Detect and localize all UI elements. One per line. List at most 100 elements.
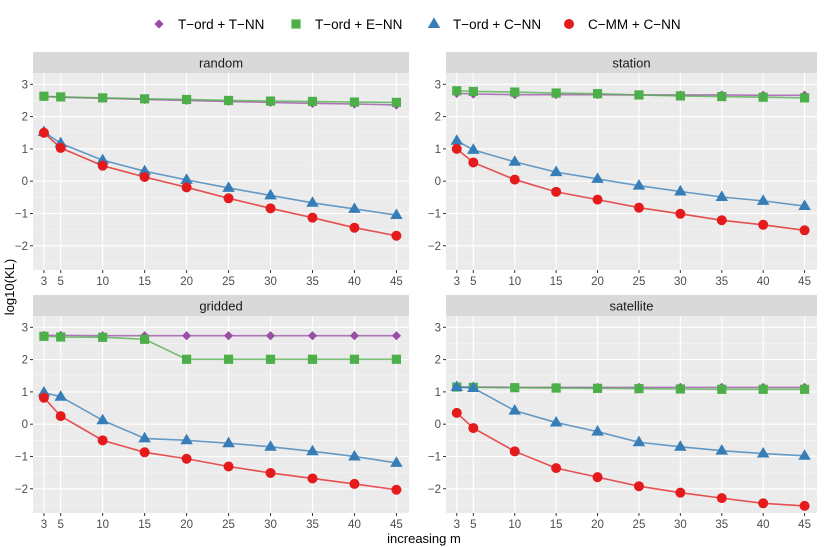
series-t-ord-e-nn	[452, 86, 810, 103]
data-point	[716, 215, 727, 226]
x-tick-label: 10	[96, 519, 109, 531]
data-point	[799, 225, 810, 236]
data-point	[633, 202, 644, 213]
series-t-ord-e-nn	[39, 331, 402, 364]
data-point	[591, 425, 604, 436]
data-point	[223, 331, 234, 341]
data-point	[508, 404, 522, 415]
legend-label: T−ord + E−NN	[315, 17, 402, 32]
data-point	[391, 97, 402, 107]
x-tick-label: 10	[508, 276, 521, 288]
series-line	[456, 89, 805, 99]
data-point	[181, 354, 192, 364]
data-point	[592, 383, 603, 393]
x-tick-label: 30	[674, 519, 687, 531]
y-tick-label: 3	[435, 322, 441, 334]
data-point	[798, 449, 811, 460]
x-tick-label: 35	[715, 519, 728, 531]
y-tick-label: 2	[22, 355, 28, 367]
legend: T−ord + T−NN T−ord + E−NN T−ord + C−NN C−MM…	[151, 16, 681, 32]
data-point	[138, 431, 151, 443]
y-tick-label: 2	[435, 355, 441, 367]
data-point	[265, 331, 276, 341]
x-tick-label: 10	[96, 276, 109, 288]
data-point	[223, 95, 234, 106]
facet-title: gridded	[199, 299, 242, 314]
series-line	[456, 148, 805, 232]
x-tick-label: 3	[454, 519, 460, 531]
y-tick-label: 3	[22, 322, 28, 334]
legend-item-t-ord-c-nn: T−ord + C−NN	[426, 16, 541, 32]
data-point	[265, 203, 276, 214]
data-point	[592, 472, 603, 483]
legend-label: T−ord + C−NN	[453, 17, 541, 32]
x-tick-label: 5	[470, 276, 476, 288]
legend-item-t-ord-e-nn: T−ord + E−NN	[288, 16, 402, 32]
y-tick-label: −1	[428, 208, 441, 220]
x-tick-label: 30	[264, 519, 277, 531]
data-point	[510, 87, 520, 97]
data-point	[634, 90, 644, 100]
panel-background	[33, 316, 409, 513]
x-tick-label: 35	[715, 276, 728, 288]
data-point	[674, 440, 687, 451]
data-point	[592, 89, 603, 99]
series-t-ord-t-nn	[39, 330, 402, 341]
data-point	[391, 354, 402, 364]
data-point	[509, 174, 520, 185]
data-point	[450, 134, 464, 145]
panel-background	[446, 316, 817, 513]
x-tick-label: 5	[57, 276, 63, 288]
data-point	[349, 97, 360, 107]
x-tick-label: 20	[591, 519, 604, 531]
data-point	[55, 142, 66, 153]
data-point	[451, 143, 462, 154]
data-point	[222, 436, 235, 448]
data-point	[468, 86, 478, 97]
data-point	[450, 380, 464, 392]
x-tick-label: 40	[757, 276, 770, 288]
facet-strip	[446, 295, 817, 316]
series-line	[43, 335, 397, 361]
y-tick-label: −2	[15, 241, 28, 253]
data-point	[758, 384, 768, 394]
y-tick-label: 3	[435, 79, 441, 91]
legend-marker-diamond	[154, 19, 164, 29]
legend-marker-circle	[564, 19, 574, 29]
data-point	[634, 384, 644, 394]
x-tick-label: 10	[508, 519, 521, 531]
data-point	[551, 463, 562, 474]
x-tick-label: 5	[470, 519, 476, 531]
data-point	[451, 407, 462, 418]
data-point	[180, 173, 193, 184]
data-point	[674, 184, 687, 196]
data-point	[56, 92, 66, 102]
x-tick-label: 45	[390, 276, 403, 288]
x-tick-label: 40	[348, 519, 361, 531]
y-tick-label: −1	[15, 208, 28, 220]
data-point	[509, 446, 520, 457]
x-tick-label: 45	[798, 519, 811, 531]
panel-background	[33, 73, 409, 270]
data-point	[508, 155, 522, 166]
series-line	[456, 140, 805, 207]
data-point	[306, 196, 319, 207]
data-point	[264, 188, 277, 200]
data-point	[265, 96, 276, 106]
data-point	[98, 332, 108, 342]
facet-strip	[33, 295, 409, 316]
data-point	[716, 493, 727, 504]
data-point	[180, 433, 193, 445]
data-point	[717, 384, 727, 394]
y-tick-label: 1	[22, 387, 28, 399]
data-point	[452, 86, 462, 96]
data-point	[181, 182, 192, 193]
data-point	[349, 478, 360, 489]
x-tick-label: 20	[591, 276, 604, 288]
data-point	[349, 331, 360, 341]
data-point	[675, 384, 685, 394]
